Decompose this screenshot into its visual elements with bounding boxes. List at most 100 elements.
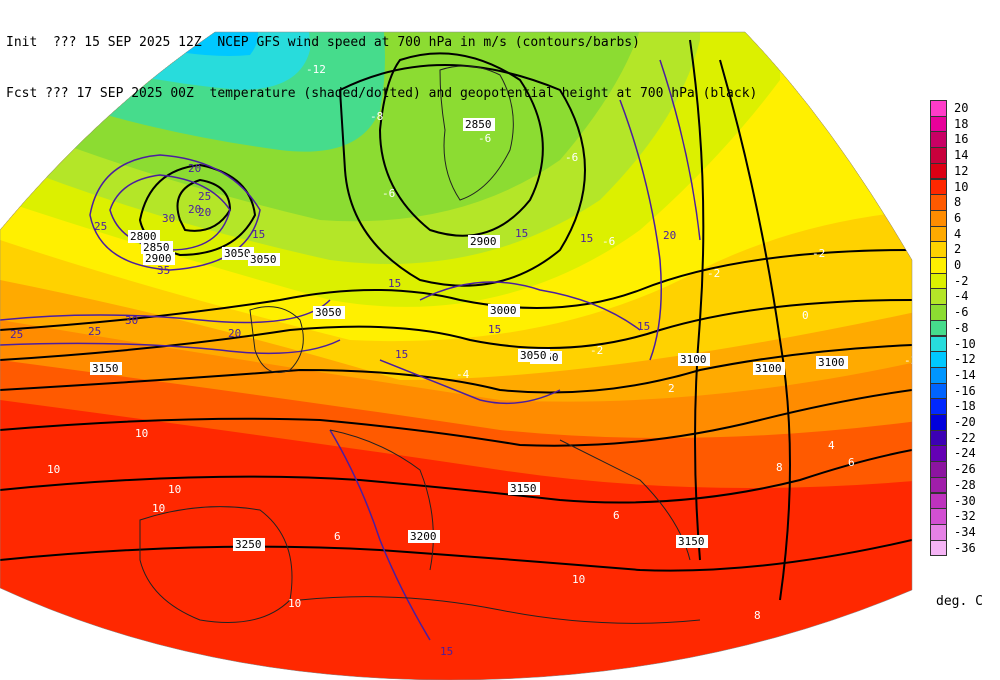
colorbar-label: 6 <box>954 210 962 225</box>
temperature-label: 10 <box>572 573 585 586</box>
height-contour-label-bg <box>488 304 520 317</box>
colorbar-label: -36 <box>954 540 976 555</box>
colorbar-label: -30 <box>954 493 976 508</box>
colorbar-swatch <box>930 539 947 557</box>
colorbar-swatch <box>930 100 947 117</box>
temperature-label: -6 <box>565 151 578 164</box>
colorbar-swatch <box>930 194 947 211</box>
colorbar-label: 14 <box>954 148 969 163</box>
wind-speed-label: 25 <box>88 325 101 338</box>
height-contour-label: 3250 <box>235 538 262 551</box>
colorbar-label: 18 <box>954 116 969 131</box>
weather-map: 2850280028502900305030503000305029003050… <box>0 31 917 680</box>
height-contour-label-bg <box>248 253 280 266</box>
colorbar-label: -22 <box>954 430 976 445</box>
temperature-label: -6 <box>382 187 395 200</box>
wind-speed-label: 20 <box>188 203 201 216</box>
colorbar-label: -8 <box>954 320 969 335</box>
colorbar-swatch <box>930 523 947 541</box>
wind-speed-label: 20 <box>188 162 201 175</box>
height-contour-label-bg <box>518 349 550 362</box>
wind-speed-label: 25 <box>10 328 23 341</box>
colorbar-swatch <box>930 147 947 164</box>
header-init-line: Init ??? 15 SEP 2025 12Z NCEP GFS wind s… <box>6 35 640 50</box>
height-contour-label: 3100 <box>680 353 707 366</box>
height-contour-label: 3100 <box>755 362 782 375</box>
height-contour-label-bg <box>463 118 495 131</box>
colorbar-swatch <box>930 476 947 494</box>
height-contour-label-bg <box>678 353 710 366</box>
height-contour-label: 3150 <box>678 535 705 548</box>
colorbar-swatch <box>930 366 947 384</box>
colorbar-label: 8 <box>954 195 962 210</box>
height-contour-label-bg <box>143 252 175 265</box>
temperature-label: 6 <box>848 456 855 469</box>
temperature-label: -12 <box>306 63 326 76</box>
colorbar-swatch <box>930 398 947 415</box>
wind-contours <box>0 59 701 641</box>
height-contour-label-bg <box>90 362 122 375</box>
height-contour-label: 3050 <box>315 306 342 319</box>
height-contour-label: 3200 <box>410 530 437 543</box>
colorbar-swatch <box>930 209 947 227</box>
wind-speed-label: 15 <box>515 227 528 240</box>
temperature-label: 10 <box>168 483 181 496</box>
wind-speed-label: 25 <box>198 190 211 203</box>
colorbar-swatch <box>930 241 947 258</box>
colorbar-swatch <box>930 492 947 510</box>
temperature-label: 10 <box>47 463 60 476</box>
colorbar-label: 0 <box>954 258 962 272</box>
colorbar-swatch <box>930 288 947 306</box>
colorbar-label: -32 <box>954 509 976 524</box>
header-fcst-line: Fcst ??? 17 SEP 2025 00Z temperature (sh… <box>6 86 758 101</box>
colorbar-label: -24 <box>954 446 976 461</box>
colorbar-swatch <box>930 272 947 290</box>
colorbar-swatch <box>930 461 947 478</box>
colorbar-swatch <box>930 115 947 133</box>
colorbar-label: 10 <box>954 179 969 194</box>
temperature-label: 10 <box>135 427 148 440</box>
domain-border <box>0 31 913 680</box>
height-contour-label-bg <box>408 530 440 543</box>
height-contour-label: 3050 <box>520 349 547 362</box>
colorbar-label: 12 <box>954 163 969 178</box>
wind-speed-label: 20 <box>663 229 676 242</box>
wind-speed-label: 15 <box>488 323 501 336</box>
wind-speed-label: 30 <box>162 212 175 225</box>
wind-speed-label: 15 <box>395 348 408 361</box>
map-header: Init ??? 15 SEP 2025 12Z NCEP GFS wind s… <box>6 0 757 119</box>
colorbar-swatch <box>930 414 947 431</box>
colorbar-swatch <box>930 351 947 368</box>
wind-speed-label: 35 <box>157 264 170 277</box>
height-contour-label: 3150 <box>510 482 537 495</box>
height-contour-label-bg <box>233 538 265 551</box>
height-contour-label: 3000 <box>490 304 517 317</box>
height-contour-label: 3100 <box>818 356 845 369</box>
height-contours <box>0 39 912 601</box>
colorbar-label: -18 <box>954 399 976 414</box>
height-contour-label: 3050 <box>250 253 277 266</box>
colorbar-label: 16 <box>954 132 969 147</box>
colorbar-label: -20 <box>954 415 976 429</box>
colorbar-label: -4 <box>954 289 969 304</box>
colorbar-label: -6 <box>954 305 969 320</box>
temperature-label: 10 <box>152 502 165 515</box>
wind-speed-label: 30 <box>125 314 138 327</box>
wind-speed-label: 15 <box>637 320 650 333</box>
colorbar-label: -34 <box>954 524 976 539</box>
colorbar-swatch <box>930 178 947 196</box>
colorbar-swatch <box>930 319 947 337</box>
wind-speed-label: 15 <box>440 645 453 658</box>
height-contour-label: 2900 <box>145 252 172 265</box>
colorbar-label: 20 <box>954 101 969 115</box>
temperature-label: -2 <box>707 267 720 280</box>
colorbar-units: deg. C <box>936 594 983 609</box>
colorbar-label: -10 <box>954 336 976 351</box>
height-contour-label: 3050 <box>224 247 251 260</box>
colorbar-swatch <box>930 162 947 180</box>
temperature-label: 0 <box>802 309 809 322</box>
colorbar-label: 2 <box>954 242 962 257</box>
colorbar-label: -12 <box>954 352 976 367</box>
map-labels: 2850280028502900305030503000305029003050… <box>10 63 917 658</box>
height-contour-label-bg <box>141 241 173 254</box>
